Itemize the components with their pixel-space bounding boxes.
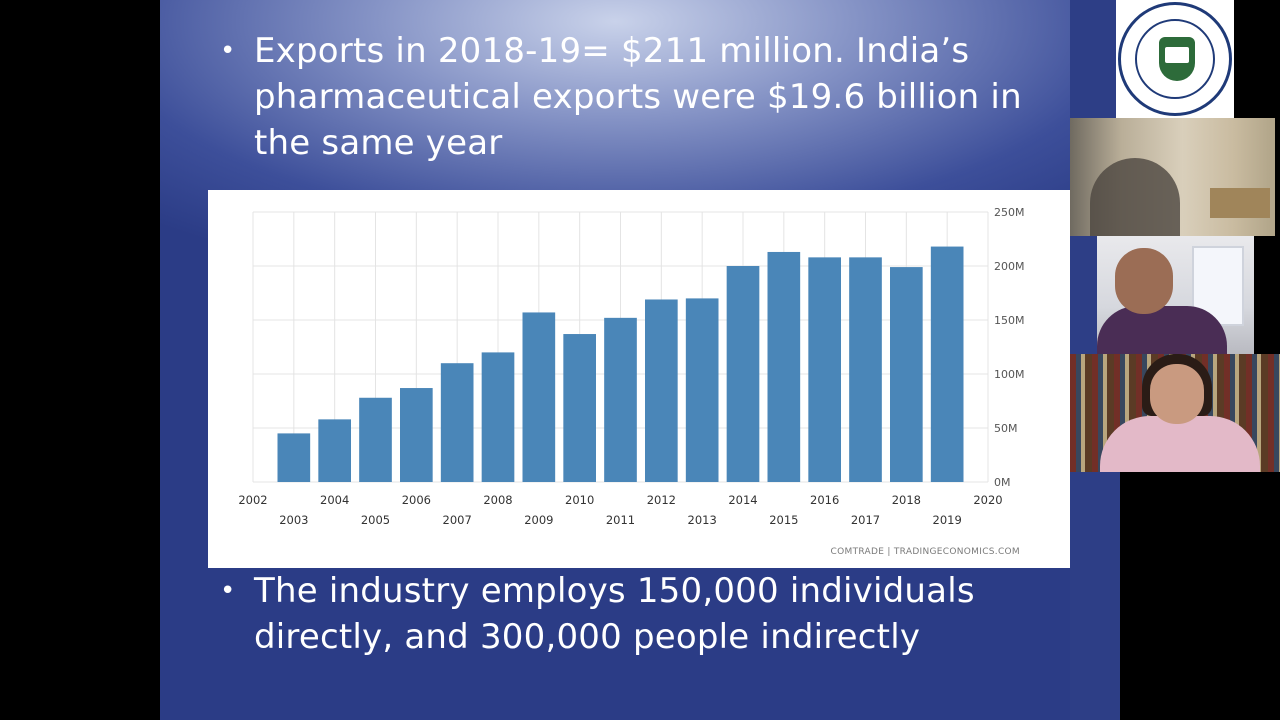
participant-video-1[interactable] [1070, 118, 1275, 236]
participant-head [1150, 364, 1204, 424]
background-object [1210, 188, 1270, 218]
bar-2015 [767, 251, 801, 482]
bullet-glyph: • [220, 36, 236, 66]
participant-body [1100, 416, 1260, 472]
bar-2018 [890, 267, 923, 482]
x-tick-label: 2011 [606, 513, 635, 527]
bullet-glyph: • [220, 576, 236, 606]
x-tick-label: 2003 [279, 513, 308, 527]
exports-chart: 0M 50M 100M 150M 200M 250M 2002 2004 2006 2008 201… [208, 190, 1070, 568]
bar-2006 [400, 388, 433, 482]
bar-2008 [481, 352, 515, 482]
x-tick-label: 2008 [483, 493, 512, 507]
presentation-slide: • Exports in 2018-19= $211 million. Indi… [160, 0, 1070, 720]
bar-2014 [726, 266, 760, 482]
y-tick-label: 200M [994, 260, 1025, 273]
bullet-exports: • Exports in 2018-19= $211 million. Indi… [220, 28, 1044, 166]
y-tick-label: 150M [994, 314, 1025, 327]
bar-2003 [277, 433, 311, 482]
institute-seal-icon [1118, 2, 1232, 116]
x-tick-label: 2002 [238, 493, 267, 507]
x-tick-label: 2014 [728, 493, 757, 507]
participant-figure [1090, 158, 1180, 236]
y-tick-label: 50M [994, 422, 1018, 435]
participant-video-2[interactable] [1097, 236, 1254, 354]
chart-source: COMTRADE | TRADINGECONOMICS.COM [830, 547, 1020, 557]
participant-head [1115, 248, 1173, 314]
participant-video-3[interactable] [1070, 354, 1280, 472]
bullet-exports-text: Exports in 2018-19= $211 million. India’… [254, 31, 1022, 163]
bar-2013 [685, 298, 719, 482]
x-tick-label: 2012 [647, 493, 676, 507]
bar-2004 [318, 419, 351, 482]
chart-svg: 0M 50M 100M 150M 200M 250M 2002 2004 2006 2008 201… [238, 206, 1025, 527]
x-tick-label: 2015 [769, 513, 798, 527]
bar-2005 [359, 397, 392, 482]
y-tick-label: 250M [994, 206, 1025, 219]
x-tick-label: 2009 [524, 513, 553, 527]
bullet-employment-text: The industry employs 150,000 individuals… [254, 571, 975, 657]
bar-2010 [563, 334, 596, 482]
x-tick-label: 2013 [688, 513, 717, 527]
bullet-employment: • The industry employs 150,000 individua… [220, 568, 1044, 660]
bar-2012 [645, 299, 678, 482]
institute-logo-tile[interactable] [1116, 0, 1234, 118]
empty-area [1120, 472, 1280, 720]
bar-2009 [522, 312, 556, 482]
shield-icon [1159, 37, 1195, 81]
y-tick-label: 0M [994, 476, 1011, 489]
x-tick-label: 2004 [320, 493, 349, 507]
x-tick-label: 2007 [443, 513, 472, 527]
bar-2017 [849, 257, 882, 482]
x-tick-label: 2020 [973, 493, 1002, 507]
participant-body [1097, 306, 1227, 354]
x-tick-label: 2005 [361, 513, 390, 527]
bar-2011 [604, 317, 637, 482]
x-tick-label: 2019 [933, 513, 962, 527]
seal-inner [1135, 19, 1215, 99]
x-tick-label: 2010 [565, 493, 594, 507]
y-tick-label: 100M [994, 368, 1025, 381]
bar-2007 [440, 363, 474, 482]
bar-2019 [930, 246, 964, 482]
x-tick-label: 2018 [892, 493, 921, 507]
x-tick-label: 2016 [810, 493, 839, 507]
x-tick-label: 2017 [851, 513, 880, 527]
bar-2016 [808, 257, 841, 482]
x-tick-label: 2006 [402, 493, 431, 507]
